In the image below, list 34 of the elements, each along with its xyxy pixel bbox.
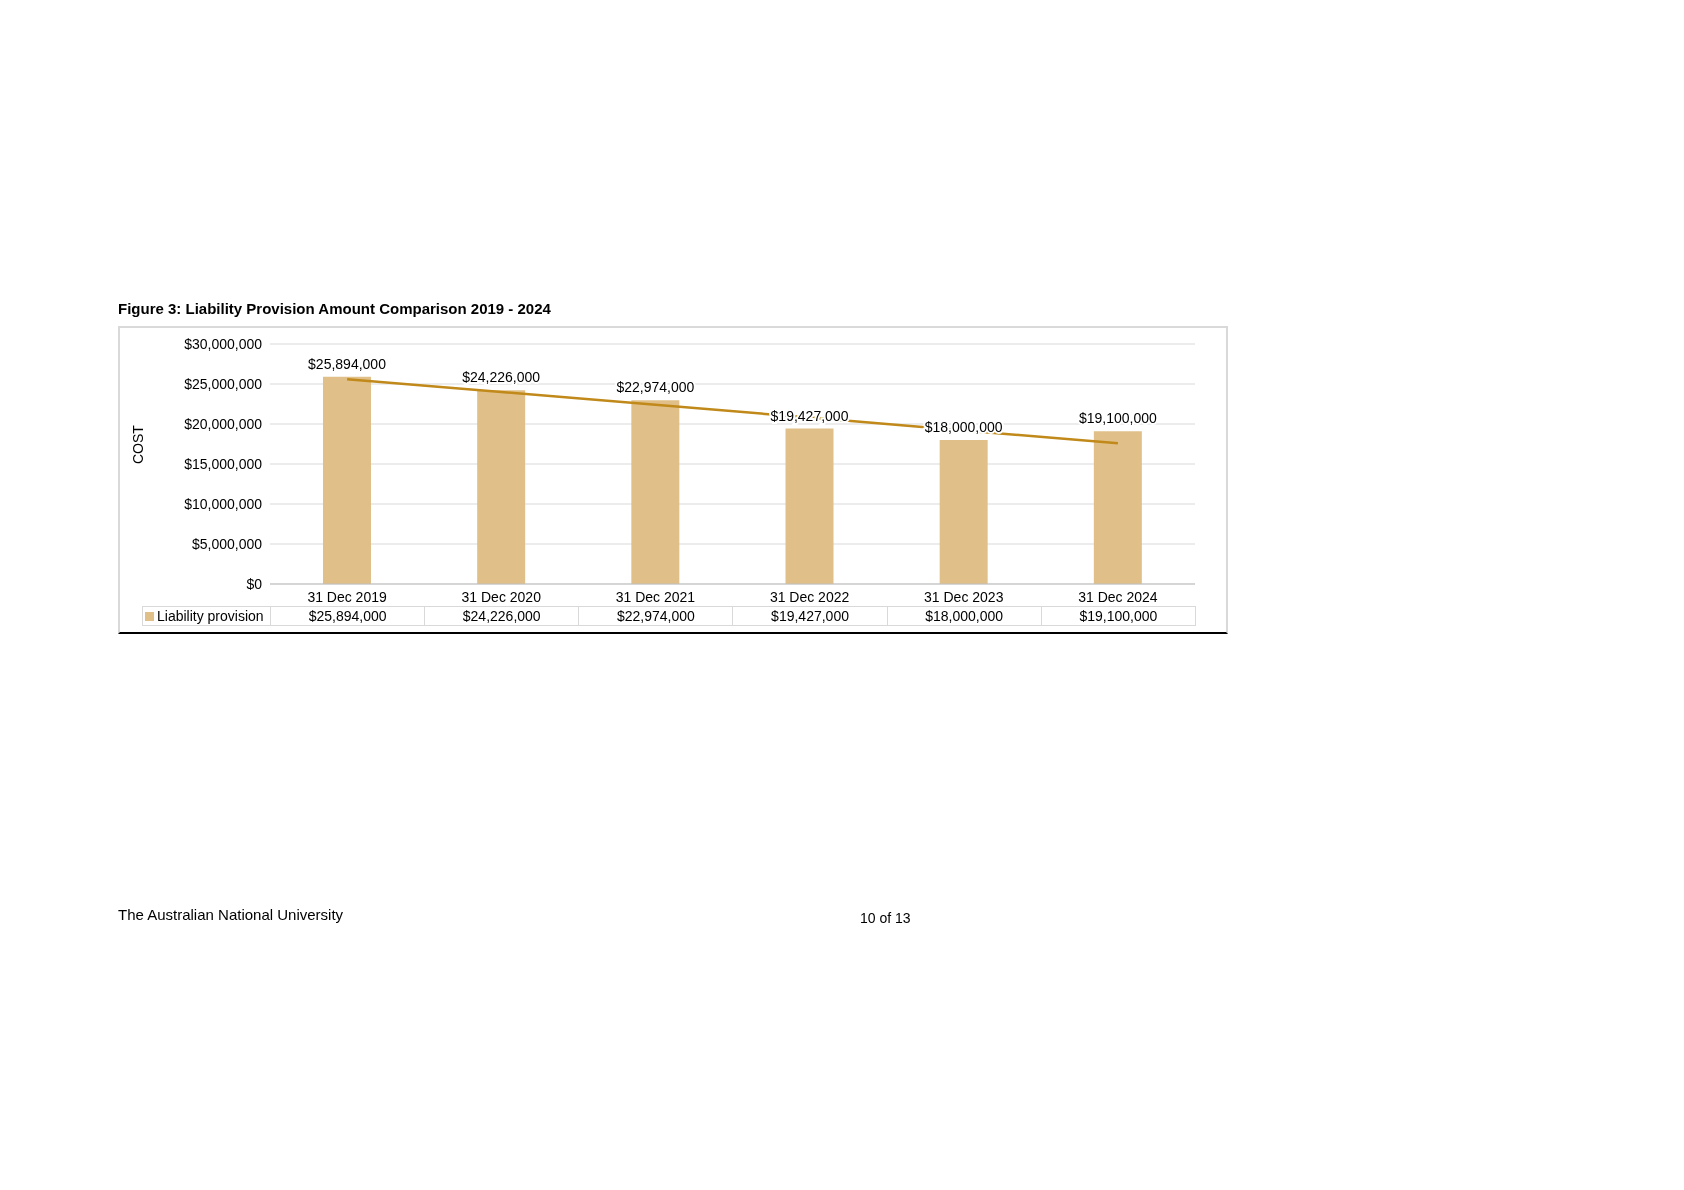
text: $24,226,000 xyxy=(462,369,541,386)
text: 10 of 13 xyxy=(860,910,911,926)
x-tick-label: 31 Dec 2024 xyxy=(1078,588,1158,605)
data-label: $19,427,000 xyxy=(732,606,888,626)
y-tick-label: $25,000,000 xyxy=(184,375,263,392)
bar xyxy=(631,400,680,584)
x-tick-label: 31 Dec 2021 xyxy=(615,588,696,605)
data-label: $19,100,000 xyxy=(1041,606,1196,626)
bar xyxy=(939,440,988,584)
y-tick-label: $10,000,000 xyxy=(184,495,263,512)
data-label: $25,894,000 xyxy=(270,606,425,626)
y-tick-label: $15,000,000 xyxy=(184,455,263,472)
chart-title: Figure 3: Liability Provision Amount Comparison 2019 - 2024 xyxy=(118,300,551,317)
text: The Australian National University xyxy=(118,906,344,923)
bar xyxy=(1093,431,1142,584)
y-tick-label: $20,000,000 xyxy=(184,415,263,432)
text: $25,894,000 xyxy=(308,355,386,372)
text: $22,974,000 xyxy=(616,379,695,396)
y-tick-label: $5,000,000 xyxy=(191,535,263,552)
bar xyxy=(323,376,371,584)
data-label: $24,226,000 xyxy=(424,606,579,626)
x-tick-label: 31 Dec 2020 xyxy=(461,588,542,605)
legend-label: Liability provision xyxy=(142,606,271,626)
y-axis-title: COST xyxy=(129,424,146,464)
bar xyxy=(477,390,526,584)
x-tick-label: 31 Dec 2019 xyxy=(307,588,387,605)
y-tick-label: $0 xyxy=(246,575,263,592)
y-tick-label: $30,000,000 xyxy=(184,335,263,352)
data-label: $18,000,000 xyxy=(887,606,1042,626)
bar xyxy=(785,428,834,584)
x-tick-label: 31 Dec 2022 xyxy=(769,588,850,605)
text: $19,100,000 xyxy=(1078,410,1157,427)
data-label: $22,974,000 xyxy=(578,606,733,626)
x-tick-label: 31 Dec 2023 xyxy=(924,588,1004,605)
